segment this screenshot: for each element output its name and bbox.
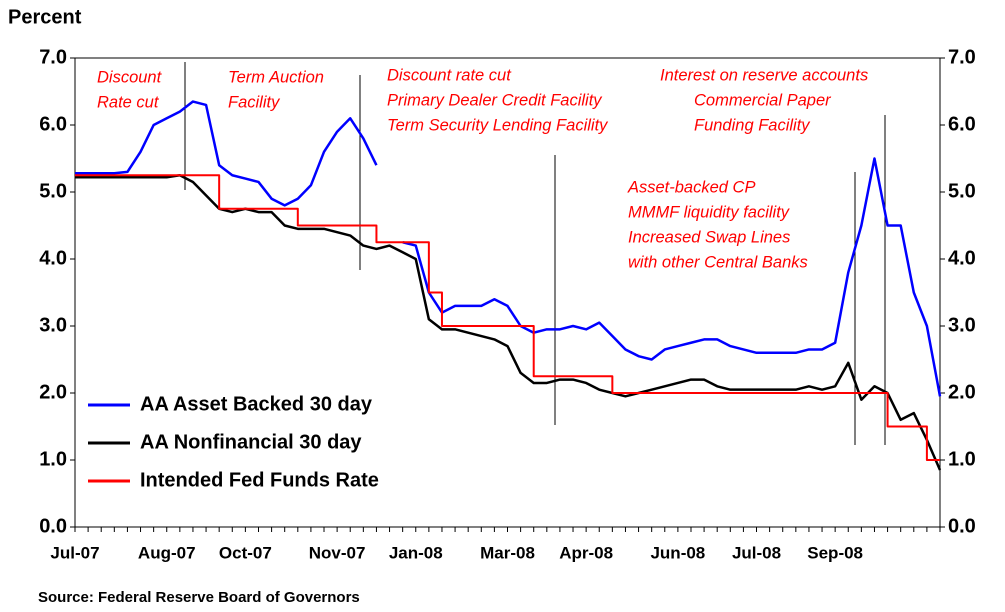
y2-tick-label: 7.0 (948, 46, 976, 68)
event-lines (184, 62, 886, 445)
y-tick-label: 1.0 (39, 448, 67, 470)
y2-tick-label: 3.0 (948, 314, 976, 336)
series-line (75, 174, 942, 471)
series-line (75, 100, 942, 397)
annotation: Facility (228, 93, 281, 111)
y-tick-label: 7.0 (39, 46, 67, 68)
annotation: with other Central Banks (628, 253, 808, 271)
annotation: Funding Facility (694, 116, 811, 134)
annotation: Asset-backed CP (627, 178, 755, 196)
y2-tick-label: 5.0 (948, 180, 976, 202)
source: Source: Federal Reserve Board of Governo… (38, 589, 360, 606)
annotation: Commercial Paper (694, 91, 832, 109)
y-tick-label: 4.0 (39, 247, 67, 269)
series-line (75, 174, 940, 461)
y-tick-label: 3.0 (39, 314, 67, 336)
annotation: Increased Swap Lines (628, 228, 790, 246)
annotation: Discount rate cut (387, 66, 512, 84)
x-tick-label: Oct-07 (219, 543, 272, 562)
x-tick-label: Aug-07 (138, 543, 196, 562)
y-tick-label: 6.0 (39, 113, 67, 135)
y2-tick-label: 6.0 (948, 113, 976, 135)
x-tick-label: Jun-08 (650, 543, 705, 562)
y-axis-label: Percent (8, 6, 82, 28)
annotation: Term Security Lending Facility (387, 116, 609, 134)
x-tick-label: Jan-08 (389, 543, 443, 562)
x-tick-label: Sep-08 (807, 543, 863, 562)
annotation: Term Auction (228, 68, 324, 86)
legend-label: AA Nonfinancial 30 day (140, 431, 362, 453)
y-tick-label: 2.0 (39, 381, 67, 403)
y2-tick-label: 2.0 (948, 381, 976, 403)
x-tick-label: Jul-07 (50, 543, 99, 562)
y2-tick-label: 4.0 (948, 247, 976, 269)
y-tick-label: 5.0 (39, 180, 67, 202)
x-tick-label: Nov-07 (309, 543, 366, 562)
legend-label: AA Asset Backed 30 day (140, 393, 373, 415)
x-tick-label: Mar-08 (480, 543, 535, 562)
annotation: Rate cut (97, 93, 160, 111)
y2-tick-label: 0.0 (948, 515, 976, 537)
x-tick-label: Jul-08 (732, 543, 781, 562)
y-tick-label: 0.0 (39, 515, 67, 537)
annotation: Interest on reserve accounts (660, 66, 868, 84)
legend-label: Intended Fed Funds Rate (140, 469, 379, 491)
y2-tick-label: 1.0 (948, 448, 976, 470)
annotation: Discount (97, 68, 163, 86)
annotation: MMMF liquidity facility (628, 203, 791, 221)
x-tick-label: Apr-08 (559, 543, 613, 562)
annotation: Primary Dealer Credit Facility (387, 91, 603, 109)
